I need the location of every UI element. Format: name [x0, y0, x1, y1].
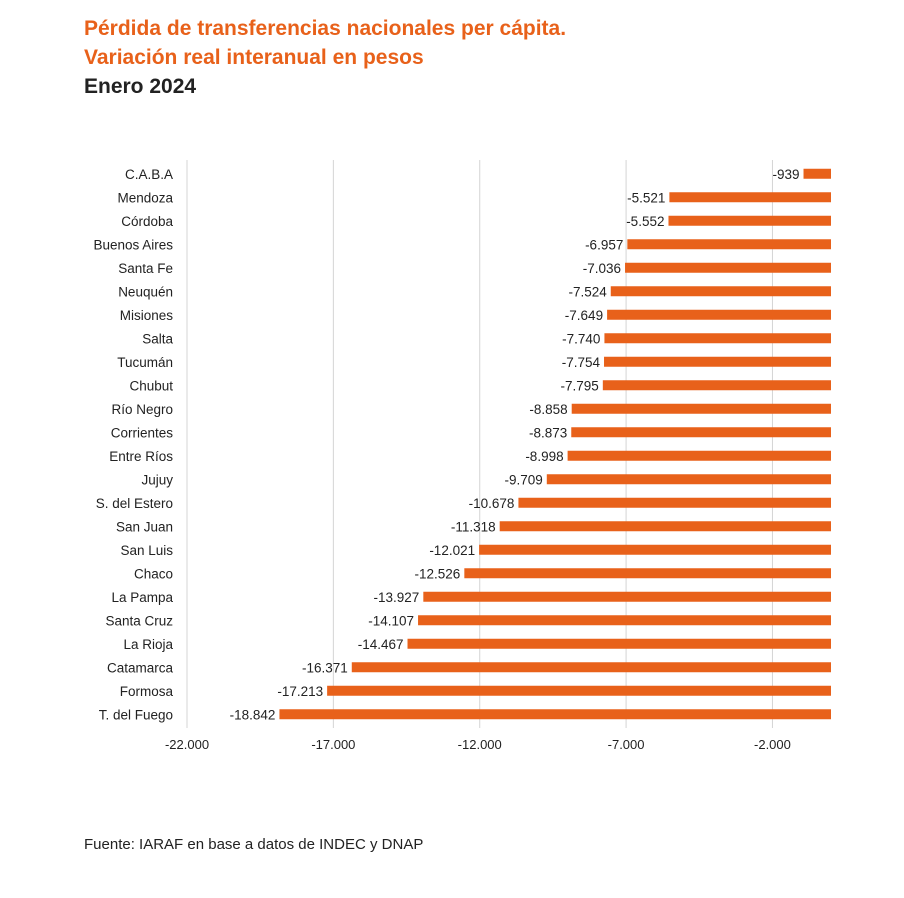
category-label: La Pampa [111, 590, 173, 605]
category-label: Corrientes [111, 425, 174, 440]
value-label: -8.998 [525, 449, 563, 464]
bar [546, 474, 831, 485]
category-label: San Juan [116, 519, 173, 534]
category-label: Buenos Aires [93, 237, 173, 252]
bar [499, 521, 831, 532]
value-label: -8.858 [529, 402, 567, 417]
value-label: -7.649 [565, 308, 603, 323]
category-label: San Luis [120, 543, 173, 558]
value-label: -7.524 [568, 284, 607, 299]
bar [518, 497, 831, 508]
value-label: -7.740 [562, 331, 600, 346]
value-label: -14.467 [358, 637, 404, 652]
value-label: -5.521 [627, 190, 665, 205]
value-label: -13.927 [374, 590, 420, 605]
bar [668, 215, 831, 226]
bar [669, 192, 831, 203]
category-label: Entre Ríos [109, 449, 173, 464]
value-label: -17.213 [277, 684, 323, 699]
category-label: Santa Fe [118, 261, 173, 276]
chart-title-line-1: Pérdida de transferencias nacionales per… [84, 17, 567, 40]
x-tick-label: -22.000 [165, 737, 209, 752]
x-tick-label: -17.000 [311, 737, 355, 752]
category-label: Tucumán [117, 355, 173, 370]
value-label: -6.957 [585, 237, 623, 252]
category-label: Neuquén [118, 284, 173, 299]
grid-lines [186, 160, 773, 728]
value-label: -18.842 [230, 707, 276, 722]
bar [627, 239, 831, 250]
value-label: -7.036 [583, 261, 621, 276]
category-label: Chubut [129, 378, 173, 393]
bar [464, 568, 831, 579]
bar [327, 685, 831, 696]
category-label: Mendoza [117, 190, 173, 205]
bar [279, 709, 832, 720]
category-label: Santa Cruz [105, 613, 173, 628]
category-label: C.A.B.A [125, 167, 173, 182]
bar [803, 168, 831, 179]
bar [567, 450, 831, 461]
bar [604, 356, 831, 367]
value-label: -7.795 [561, 378, 599, 393]
x-tick-label: -12.000 [458, 737, 502, 752]
value-label: -12.021 [429, 543, 475, 558]
x-tick-label: -7.000 [608, 737, 645, 752]
category-label: Salta [142, 331, 173, 346]
value-label: -10.678 [469, 496, 515, 511]
value-label: -11.318 [451, 519, 496, 534]
bar [610, 286, 831, 297]
category-label: Jujuy [141, 472, 173, 487]
value-label: -8.873 [529, 425, 567, 440]
value-label: -7.754 [562, 355, 601, 370]
bar [604, 333, 831, 344]
bar [418, 615, 831, 626]
category-label: Formosa [120, 684, 174, 699]
category-label: Río Negro [111, 402, 173, 417]
labels: -22.000 -17.000 -12.000 -7.000 -2.000 C.A.B.A… [93, 167, 799, 752]
category-label: Misiones [120, 308, 174, 323]
bar [351, 662, 831, 673]
bar [625, 262, 831, 273]
bar [479, 544, 831, 555]
bar [423, 591, 831, 602]
bars [279, 168, 832, 720]
category-label: T. del Fuego [99, 707, 173, 722]
bar [407, 638, 831, 649]
bar [571, 403, 831, 414]
bar [602, 380, 831, 391]
category-label: Córdoba [121, 214, 173, 229]
value-label: -16.371 [302, 660, 348, 675]
category-label: La Rioja [123, 637, 173, 652]
bar [571, 427, 831, 438]
category-label: Catamarca [107, 660, 174, 675]
bar-chart: -22.000 -17.000 -12.000 -7.000 -2.000 C.A.B.A… [93, 160, 832, 752]
chart-subtitle: Enero 2024 [84, 75, 197, 98]
value-label: -5.552 [626, 214, 664, 229]
value-label: -14.107 [368, 613, 414, 628]
chart-title-line-2: Variación real interanual en pesos [84, 46, 424, 69]
value-label: -9.709 [505, 472, 543, 487]
source-note: Fuente: IARAF en base a datos de INDEC y… [84, 836, 424, 853]
x-tick-label: -2.000 [754, 737, 791, 752]
bar [607, 309, 831, 320]
category-label: Chaco [134, 566, 173, 581]
value-label: -939 [772, 167, 799, 182]
value-label: -12.526 [415, 566, 461, 581]
category-label: S. del Estero [96, 496, 173, 511]
